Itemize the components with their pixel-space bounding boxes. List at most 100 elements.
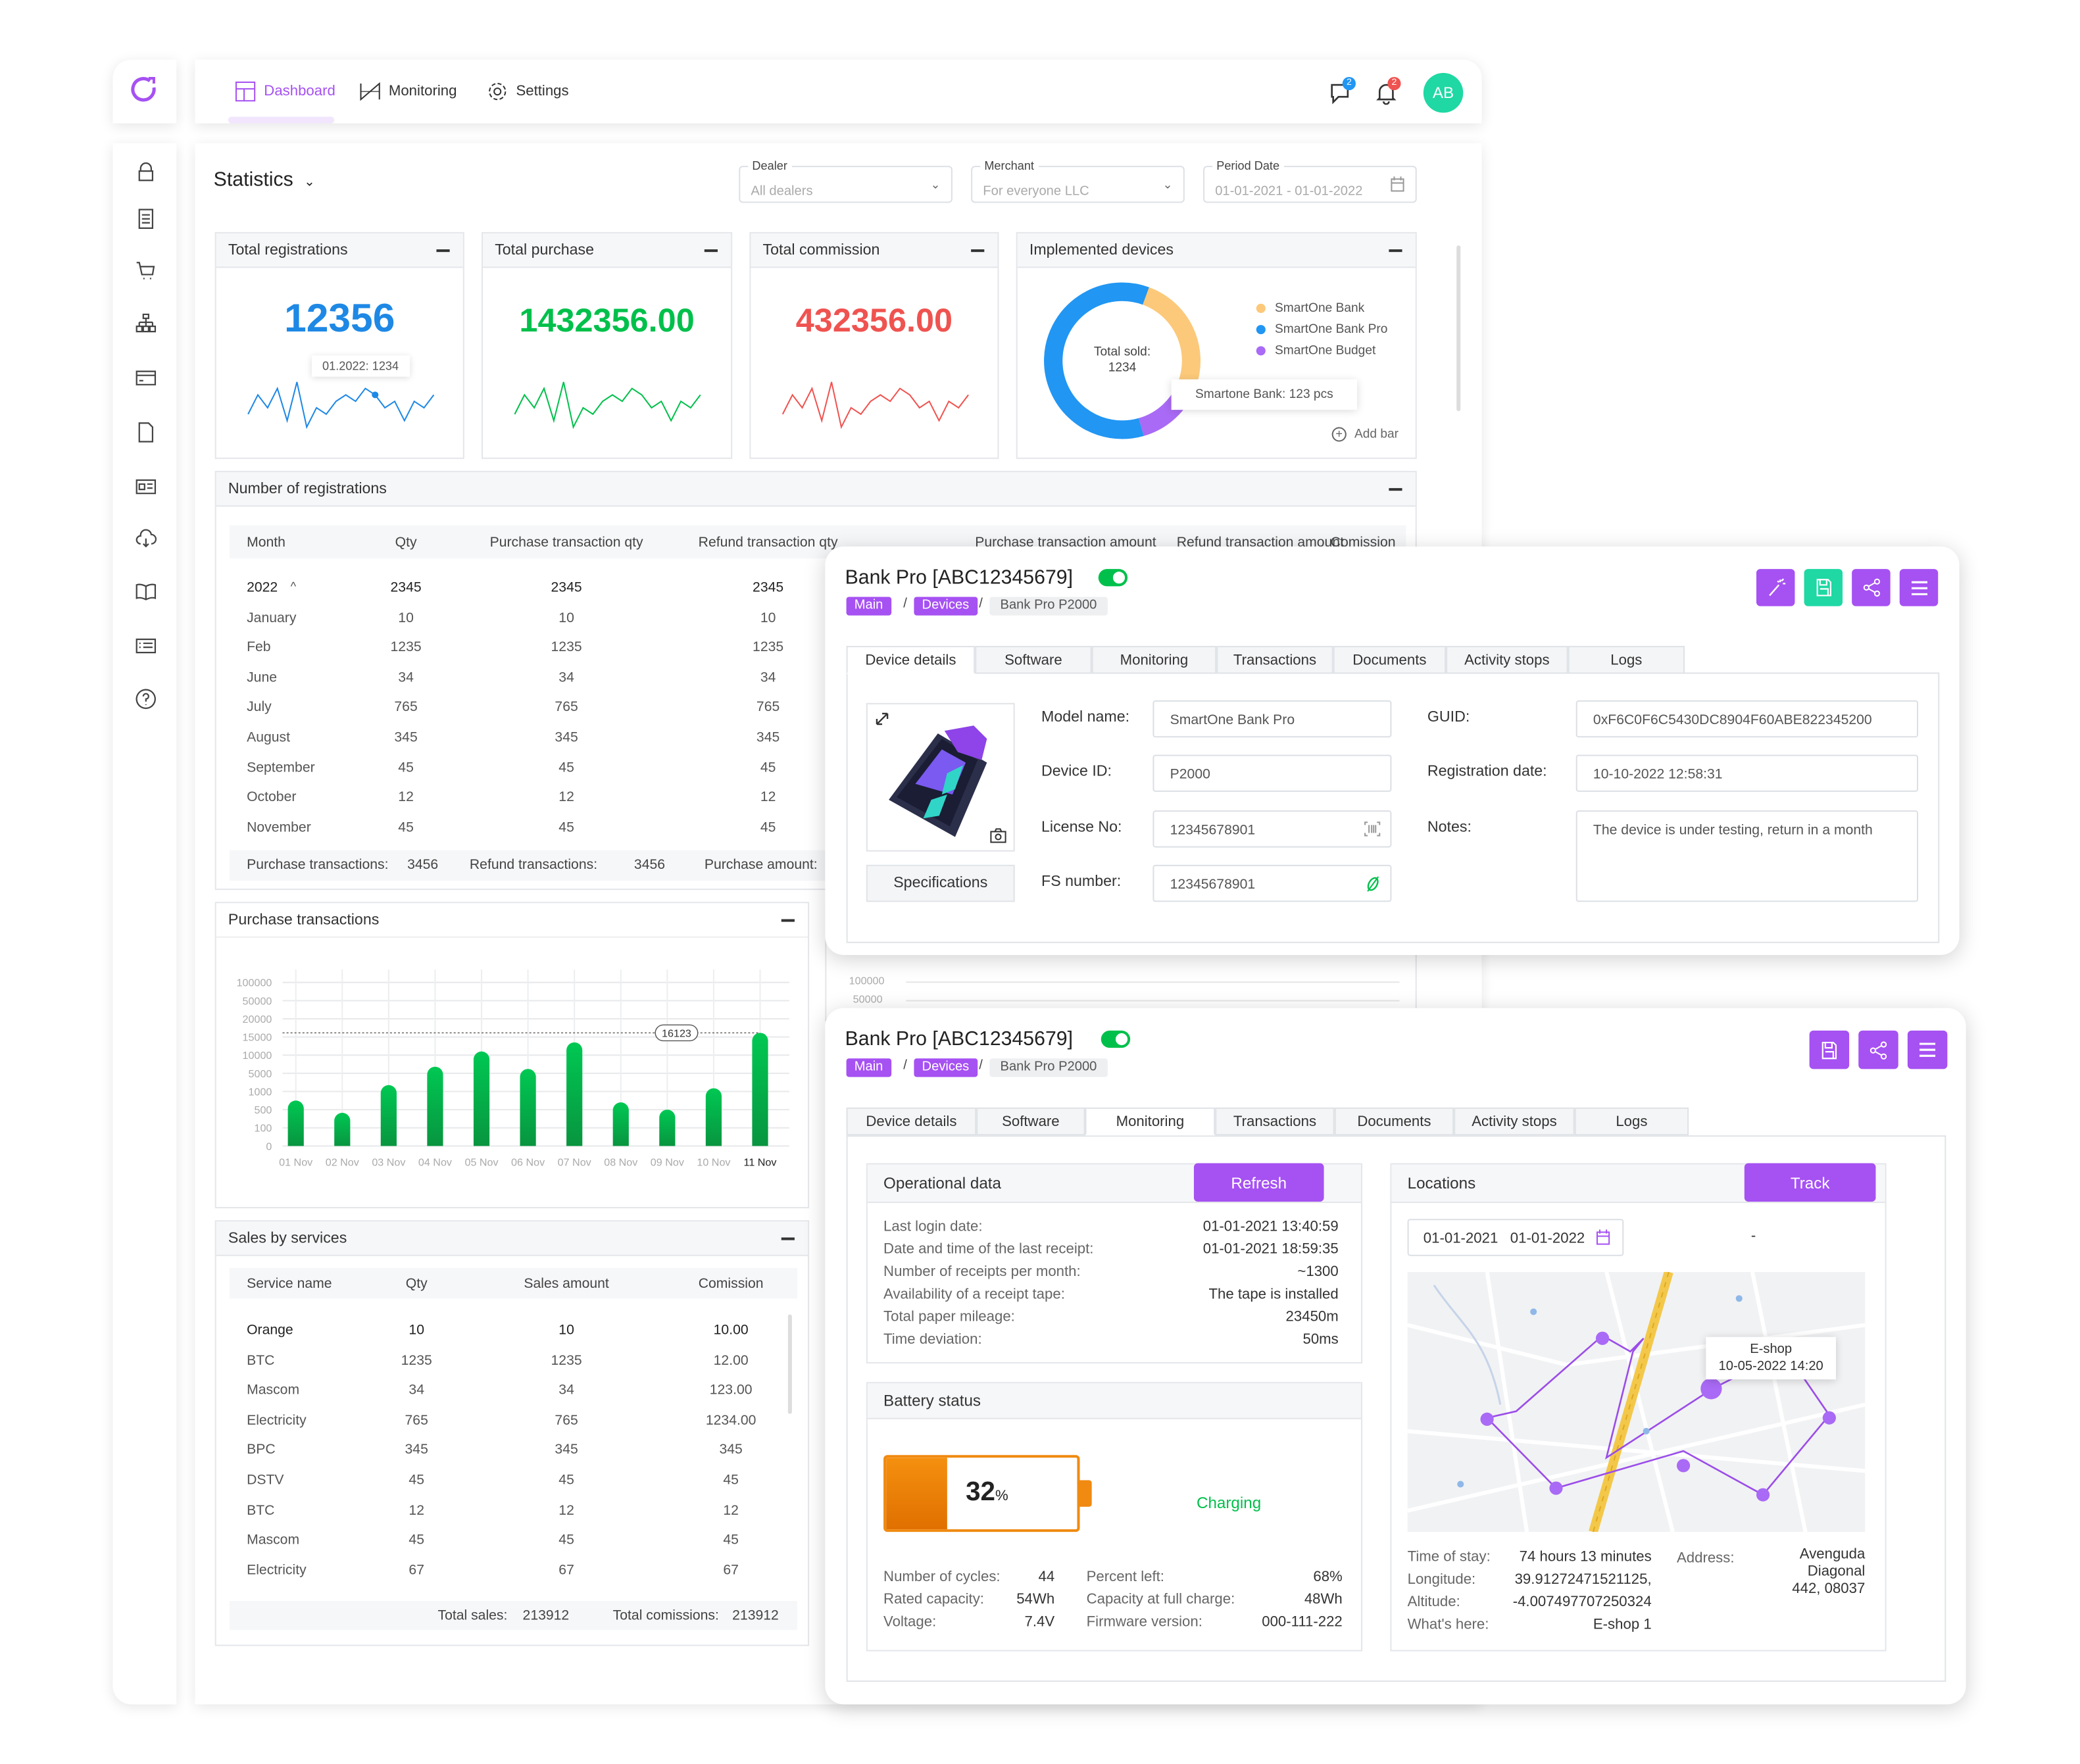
cart-icon[interactable]	[136, 260, 157, 281]
device-enabled-toggle[interactable]	[1101, 1030, 1131, 1048]
collapse-icon[interactable]	[1389, 249, 1402, 253]
expand-icon[interactable]	[874, 711, 890, 727]
cloud-download-icon[interactable]	[136, 528, 157, 549]
tab-software[interactable]: Software	[976, 1107, 1085, 1136]
bar-07-nov[interactable]	[566, 1042, 583, 1146]
collapse-icon[interactable]	[781, 1237, 795, 1240]
location-date-range[interactable]: 01-01-2021 01-01-2022	[1407, 1219, 1624, 1256]
specifications-button[interactable]: Specifications	[866, 864, 1015, 902]
menu-button[interactable]	[1899, 569, 1939, 606]
scrollbar[interactable]	[787, 1314, 792, 1414]
camera-icon[interactable]	[989, 827, 1006, 843]
share-button[interactable]	[1858, 1030, 1898, 1069]
barcode-scan-icon[interactable]	[1364, 821, 1381, 837]
license-input[interactable]: 12345678901	[1152, 810, 1392, 848]
track-button[interactable]: Track	[1744, 1163, 1876, 1202]
list-icon[interactable]	[136, 635, 157, 656]
document-list-icon[interactable]	[136, 208, 157, 230]
tab-device-details[interactable]: Device details	[846, 1107, 977, 1136]
save-button[interactable]	[1809, 1030, 1850, 1069]
bar-02-nov[interactable]	[334, 1112, 351, 1146]
location-map[interactable]	[1407, 1271, 1866, 1532]
bar-08-nov[interactable]	[612, 1102, 629, 1146]
column-header[interactable]: Qty	[395, 534, 417, 551]
lock-icon[interactable]	[136, 162, 157, 183]
tab-device-details[interactable]: Device details	[846, 646, 976, 674]
breadcrumb-devices[interactable]: Devices	[914, 1058, 978, 1077]
tab-monitoring[interactable]: Monitoring	[1085, 1107, 1216, 1136]
collapse-icon[interactable]	[781, 919, 795, 922]
device-enabled-toggle[interactable]	[1098, 569, 1128, 587]
avatar[interactable]: AB	[1423, 72, 1464, 113]
donut-slice-smartone-bank[interactable]	[1142, 287, 1201, 388]
save-button[interactable]	[1804, 569, 1843, 606]
donut-slice-smartone-bank-pro[interactable]	[1044, 282, 1149, 439]
tab-documents[interactable]: Documents	[1333, 646, 1447, 674]
breadcrumb-main[interactable]: Main	[846, 1058, 891, 1077]
year-row[interactable]: 2022 2345 2345 2345 ^	[230, 579, 813, 600]
chevron-up-icon[interactable]: ^	[290, 579, 297, 593]
bar-11-nov[interactable]	[752, 1033, 768, 1146]
nav-settings[interactable]: Settings	[487, 81, 569, 102]
book-icon[interactable]	[136, 581, 157, 602]
tab-activity-stops[interactable]: Activity stops	[1454, 1107, 1575, 1136]
column-header[interactable]: Purchase transaction qty	[489, 534, 643, 551]
model-name-input[interactable]: SmartOne Bank Pro	[1152, 700, 1392, 738]
breadcrumb-main[interactable]: Main	[846, 597, 891, 616]
column-header[interactable]: Refund transaction qty	[698, 534, 838, 551]
chat-notifications-button[interactable]: 2	[1329, 76, 1356, 111]
link-check-icon[interactable]	[1365, 875, 1381, 893]
guid-input[interactable]: 0xF6C0F6C5430DC8904F60ABE822345200	[1575, 700, 1919, 738]
notifications-button[interactable]: 2	[1374, 76, 1401, 111]
collapse-icon[interactable]	[704, 249, 718, 253]
statistics-dropdown[interactable]: Statistics ⌄	[214, 168, 315, 191]
tab-transactions[interactable]: Transactions	[1215, 1107, 1335, 1136]
bar-05-nov[interactable]	[473, 1051, 490, 1146]
merchant-select[interactable]: Merchant For everyone LLC ⌄	[971, 159, 1185, 203]
id-card-icon[interactable]	[136, 476, 157, 497]
share-button[interactable]	[1852, 569, 1891, 606]
org-chart-icon[interactable]	[136, 313, 157, 334]
nav-monitoring[interactable]: Monitoring	[359, 81, 457, 102]
bar-06-nov[interactable]	[520, 1069, 536, 1146]
nav-dashboard[interactable]: Dashboard	[235, 81, 335, 102]
menu-button[interactable]	[1907, 1030, 1948, 1069]
fs-number-input[interactable]: 12345678901	[1152, 864, 1392, 902]
bar-09-nov[interactable]	[659, 1110, 676, 1146]
tab-monitoring[interactable]: Monitoring	[1091, 646, 1217, 674]
file-icon[interactable]	[136, 422, 157, 443]
period-date-input[interactable]: Period Date 01-01-2021 - 01-01-2022	[1203, 159, 1417, 203]
tab-logs[interactable]: Logs	[1568, 646, 1685, 674]
help-icon[interactable]	[136, 689, 157, 710]
scrollbar[interactable]	[1456, 245, 1461, 412]
add-bar-button[interactable]: + Add bar	[1331, 427, 1399, 442]
dealer-select[interactable]: Dealer All dealers ⌄	[739, 159, 953, 203]
bar-10-nov[interactable]	[705, 1088, 722, 1146]
collapse-icon[interactable]	[971, 249, 985, 253]
fs-number-label: FS number:	[1041, 873, 1122, 891]
collapse-icon[interactable]	[1389, 488, 1402, 491]
bar-01-nov[interactable]	[287, 1100, 304, 1146]
tab-activity-stops[interactable]: Activity stops	[1446, 646, 1568, 674]
notes-textarea[interactable]: The device is under testing, return in a…	[1575, 810, 1919, 902]
registration-date-input[interactable]: 10-10-2022 12:58:31	[1575, 754, 1919, 792]
refresh-button[interactable]: Refresh	[1193, 1163, 1324, 1202]
device-id-input[interactable]: P2000	[1152, 754, 1392, 792]
column-header[interactable]: Sales amount	[524, 1275, 609, 1292]
battery-unit: %	[995, 1488, 1008, 1504]
column-header[interactable]: Month	[247, 534, 285, 551]
column-header[interactable]: Qty	[405, 1275, 428, 1292]
collapse-icon[interactable]	[436, 249, 450, 253]
magic-button[interactable]	[1756, 569, 1795, 606]
tab-logs[interactable]: Logs	[1574, 1107, 1689, 1136]
credit-card-icon[interactable]	[136, 368, 157, 389]
tab-documents[interactable]: Documents	[1334, 1107, 1454, 1136]
calendar-icon[interactable]	[1596, 1229, 1610, 1245]
column-header[interactable]: Comission	[698, 1275, 764, 1292]
bar-03-nov[interactable]	[380, 1085, 397, 1146]
bar-04-nov[interactable]	[427, 1066, 443, 1146]
column-header[interactable]: Service name	[247, 1275, 332, 1292]
breadcrumb-devices[interactable]: Devices	[914, 597, 978, 616]
tab-transactions[interactable]: Transactions	[1216, 646, 1333, 674]
tab-software[interactable]: Software	[975, 646, 1092, 674]
